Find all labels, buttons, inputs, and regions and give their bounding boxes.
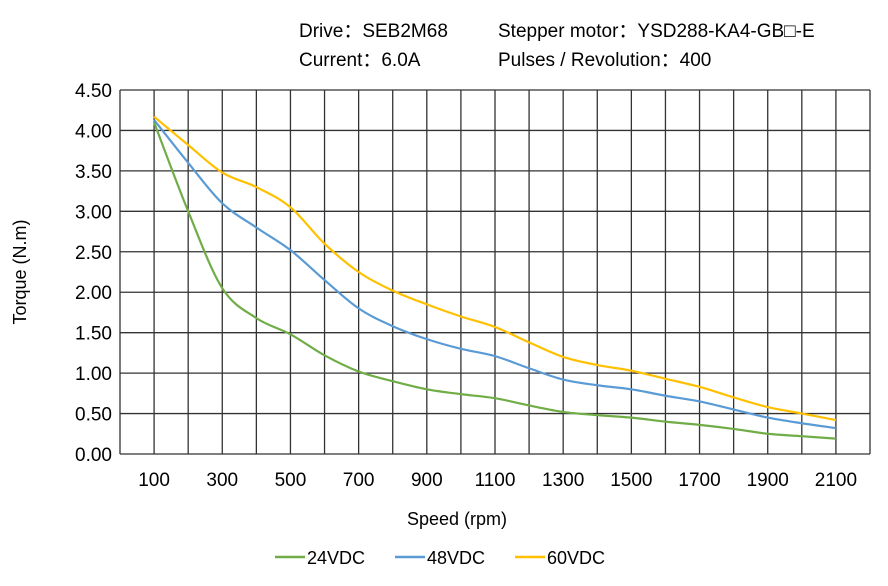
x-tick-label: 500 (275, 470, 307, 491)
y-tick-label: 0.00 (75, 445, 112, 466)
drive-label: Drive：SEB2M68 (299, 21, 448, 42)
x-tick-label: 1100 (475, 470, 516, 491)
series-line-24VDC (153, 121, 836, 440)
x-tick-label: 1500 (610, 470, 652, 491)
y-tick-label: 1.00 (75, 364, 112, 385)
y-tick-label: 4.00 (75, 121, 112, 142)
x-tick-label: 100 (138, 470, 170, 491)
series-line-48VDC (153, 119, 837, 430)
y-tick-label: 3.00 (75, 202, 112, 223)
y-tick-label: 3.50 (75, 162, 112, 183)
x-tick-label: 1900 (747, 470, 789, 491)
x-axis-label: Speed (rpm) (407, 509, 507, 529)
current-label: Current：6.0A (299, 50, 421, 71)
legend-label: 60VDC (547, 548, 605, 568)
x-tick-label: 1300 (542, 470, 584, 491)
legend-label: 48VDC (427, 548, 485, 568)
y-tick-label: 4.50 (75, 81, 112, 102)
x-tick-label: 1700 (678, 470, 720, 491)
y-tick-label: 1.50 (75, 324, 112, 345)
series-line-60VDC (153, 115, 837, 422)
x-tick-label: 300 (206, 470, 238, 491)
x-tick-label: 900 (411, 470, 443, 491)
y-axis-label: Torque (N.m) (10, 219, 30, 324)
motor-label: Stepper motor：YSD288-KA4-GB□-E (498, 21, 815, 42)
x-tick-label: 700 (343, 470, 375, 491)
y-tick-label: 0.50 (75, 405, 112, 426)
x-tick-label: 2100 (815, 470, 857, 491)
legend-label: 24VDC (307, 548, 365, 568)
y-tick-label: 2.00 (75, 283, 112, 304)
y-tick-label: 2.50 (75, 243, 112, 264)
pulses-label: Pulses / Revolution：400 (498, 50, 712, 71)
